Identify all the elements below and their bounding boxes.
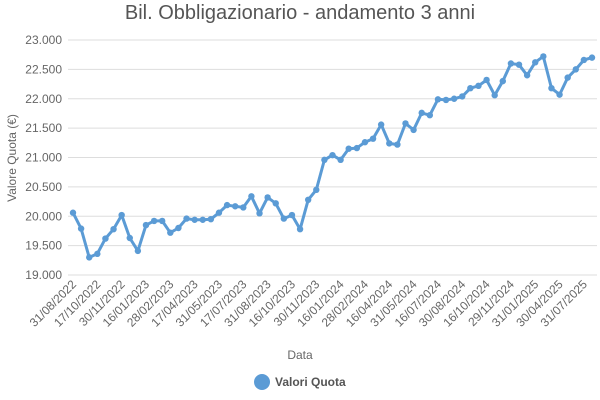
data-point bbox=[126, 234, 133, 242]
y-tick-label: 21.500 bbox=[25, 121, 62, 135]
data-point bbox=[499, 77, 506, 85]
data-point bbox=[540, 53, 547, 60]
y-tick-label: 23.000 bbox=[25, 33, 62, 47]
y-tick-label: 21.000 bbox=[25, 151, 62, 165]
data-point bbox=[264, 194, 271, 201]
data-point bbox=[280, 215, 288, 222]
data-point bbox=[296, 225, 304, 233]
data-point bbox=[272, 200, 279, 207]
data-point bbox=[183, 215, 190, 222]
data-point bbox=[215, 209, 223, 216]
legend-marker bbox=[254, 374, 270, 390]
data-point bbox=[150, 217, 158, 225]
data-point bbox=[231, 203, 239, 210]
data-point bbox=[69, 209, 77, 216]
data-point bbox=[386, 140, 393, 147]
data-point bbox=[353, 144, 361, 152]
y-tick-label: 22.500 bbox=[25, 62, 62, 76]
data-point bbox=[159, 217, 166, 225]
data-point bbox=[491, 92, 498, 99]
legend-label: Valori Quota bbox=[275, 375, 346, 389]
data-point bbox=[377, 121, 385, 128]
data-point bbox=[118, 211, 125, 219]
data-point bbox=[248, 193, 255, 200]
y-tick-label: 19.500 bbox=[25, 239, 62, 253]
y-tick-label: 22.000 bbox=[25, 92, 62, 106]
y-axis-label: Valore Quota (€) bbox=[5, 114, 19, 202]
data-point bbox=[86, 254, 93, 261]
data-point bbox=[548, 84, 555, 92]
data-point bbox=[240, 204, 247, 211]
data-point bbox=[167, 229, 174, 236]
data-point bbox=[532, 59, 539, 66]
data-point bbox=[442, 96, 450, 104]
data-point bbox=[394, 141, 401, 148]
data-point bbox=[102, 235, 109, 242]
y-tick-label: 20.000 bbox=[25, 209, 62, 223]
data-point bbox=[304, 196, 312, 203]
data-point bbox=[475, 82, 482, 90]
data-point bbox=[556, 91, 563, 98]
data-point bbox=[507, 60, 515, 67]
data-point bbox=[515, 61, 523, 68]
data-point bbox=[134, 247, 142, 255]
data-point bbox=[361, 139, 369, 146]
data-point bbox=[459, 93, 466, 100]
y-tick-label: 19.000 bbox=[25, 268, 62, 282]
data-point bbox=[199, 216, 206, 223]
data-point bbox=[110, 225, 117, 233]
data-point bbox=[175, 224, 182, 232]
data-point bbox=[410, 126, 417, 134]
data-point bbox=[313, 186, 320, 194]
data-point bbox=[564, 74, 571, 81]
data-point bbox=[402, 120, 409, 127]
data-point bbox=[580, 56, 588, 64]
data-point bbox=[523, 72, 531, 79]
data-point bbox=[426, 112, 434, 119]
chart-title: Bil. Obbligazionario - andamento 3 anni bbox=[125, 2, 475, 24]
x-axis-label: Data bbox=[287, 348, 313, 362]
data-point bbox=[450, 95, 458, 102]
data-point bbox=[94, 250, 101, 258]
data-point bbox=[77, 225, 85, 232]
data-point bbox=[288, 211, 296, 219]
data-point bbox=[434, 96, 442, 103]
data-point bbox=[329, 151, 336, 159]
data-point bbox=[467, 84, 474, 92]
data-point bbox=[337, 156, 344, 164]
data-point bbox=[369, 135, 377, 142]
data-point bbox=[207, 215, 215, 223]
data-point bbox=[588, 54, 596, 61]
data-point bbox=[256, 210, 263, 217]
data-point bbox=[483, 76, 490, 84]
data-point bbox=[191, 216, 198, 223]
data-point bbox=[418, 109, 425, 117]
data-point bbox=[223, 201, 231, 209]
data-point bbox=[321, 156, 328, 164]
y-tick-label: 20.500 bbox=[25, 180, 62, 194]
data-point bbox=[345, 145, 352, 152]
data-point bbox=[572, 66, 579, 73]
data-point bbox=[142, 221, 150, 229]
